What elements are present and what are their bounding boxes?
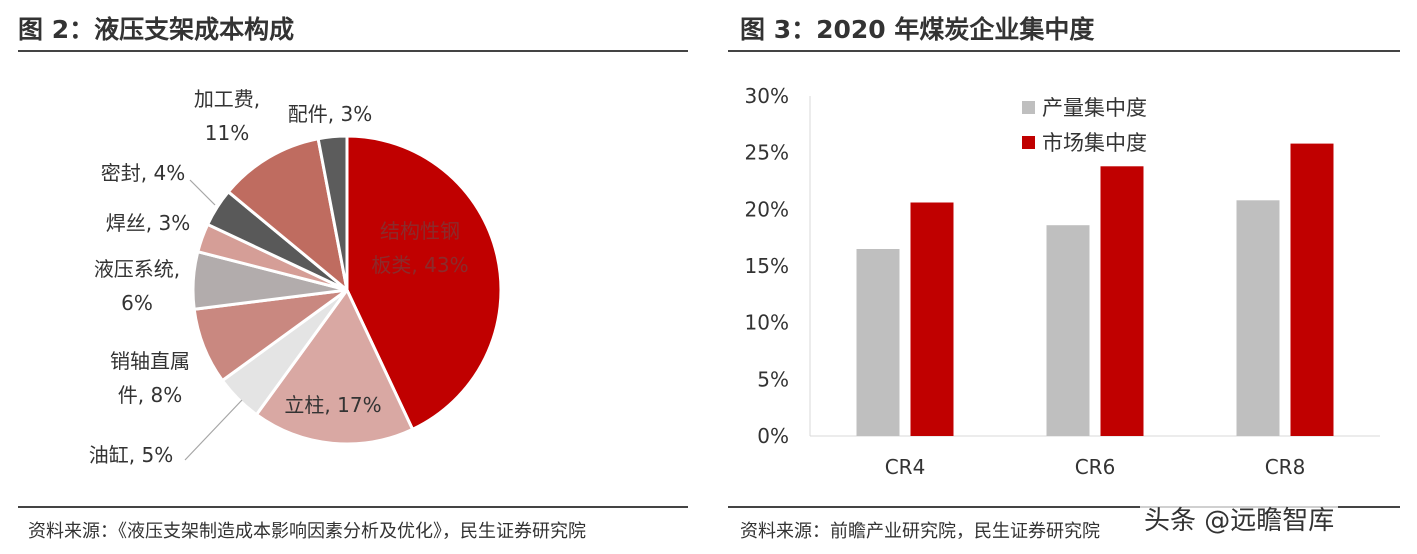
x-tick-label: CR8 xyxy=(1265,455,1306,479)
bar-production-cr8 xyxy=(1236,200,1280,436)
pie-leader-line xyxy=(189,179,216,206)
pie-slice-label: 立柱, 17% xyxy=(284,393,381,417)
pie-slice xyxy=(254,287,415,446)
bar-market-cr8 xyxy=(1290,143,1334,436)
watermark: 头条 @远瞻智库 xyxy=(1140,500,1339,537)
bar-source-note: 资料来源：前瞻产业研究院，民生证券研究院 xyxy=(740,521,1100,542)
pie-slice-label: 焊丝, 3% xyxy=(106,211,190,235)
pie-slice-label: 油缸, 5% xyxy=(89,443,173,467)
source-rule xyxy=(18,506,688,508)
source-rule xyxy=(728,506,1400,508)
x-tick-label: CR4 xyxy=(885,455,926,479)
pie-chart: 结构性钢板类, 43% 立柱, 17% 油缸, 5% 销轴直属件, 8% 液压系统, 6%… xyxy=(89,87,503,467)
left-panel: 图 2：液压支架成本构成 结构性钢板类, 43% 立柱, 17% 油缸, 5% 销轴直… xyxy=(0,0,700,554)
bar-production-cr4 xyxy=(856,249,900,436)
pie-slice xyxy=(226,136,350,294)
pie-slice-label: 液压系统, 6% xyxy=(94,257,180,315)
right-panel: 图 3：2020 年煤炭企业集中度 0% 5% 10% 15% 20% 25% 30% CR4… xyxy=(722,0,1417,554)
pie-figure-title: 图 2：液压支架成本构成 xyxy=(18,15,295,44)
pie-slice-label: 配件, 3% xyxy=(288,102,372,126)
pie-slice-label: 结构性钢板类, 43% xyxy=(371,219,468,277)
legend-label: 市场集中度 xyxy=(1042,131,1147,155)
y-tick-label: 0% xyxy=(757,424,789,448)
x-tick-label: CR6 xyxy=(1075,455,1116,479)
pie-slice-label: 销轴直属件, 8% xyxy=(110,349,190,407)
bar-figure-title: 图 3：2020 年煤炭企业集中度 xyxy=(740,15,1095,44)
legend-label: 产量集中度 xyxy=(1042,96,1147,120)
y-tick-label: 20% xyxy=(745,197,789,221)
bar-market-cr4 xyxy=(910,202,954,436)
y-tick-label: 10% xyxy=(745,311,789,335)
y-tick-label: 25% xyxy=(745,141,789,165)
y-tick-label: 30% xyxy=(745,84,789,108)
y-tick-label: 5% xyxy=(757,367,789,391)
pie-source-note: 资料来源：《液压支架制造成本影响因素分析及优化》，民生证券研究院 xyxy=(28,521,586,542)
y-tick-label: 15% xyxy=(745,254,789,278)
pie-slice xyxy=(316,134,349,291)
title-rule xyxy=(728,50,1400,52)
pie-slice-label: 加工费, 11% xyxy=(194,87,260,145)
legend-swatch xyxy=(1022,101,1035,114)
legend-swatch xyxy=(1022,136,1035,149)
title-rule xyxy=(18,50,688,52)
bar-market-cr6 xyxy=(1100,166,1144,437)
pie-slice xyxy=(345,134,503,432)
pie-leader-line xyxy=(184,399,243,461)
pie-slice-label: 密封, 4% xyxy=(101,161,185,185)
bar-production-cr6 xyxy=(1046,225,1090,436)
